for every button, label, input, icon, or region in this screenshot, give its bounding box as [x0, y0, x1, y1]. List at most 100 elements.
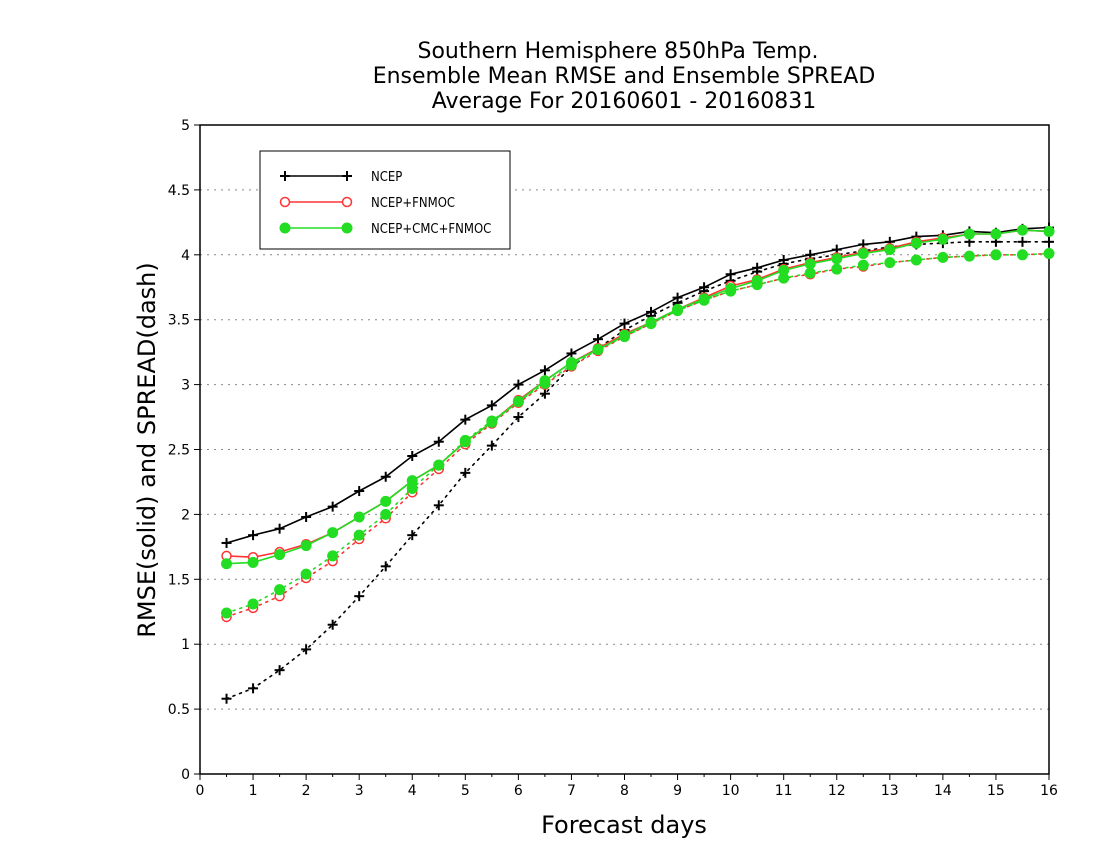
rmse-point [300, 540, 312, 552]
rmse-point [963, 228, 975, 240]
spread-point [990, 249, 1002, 261]
x-tick-label: 15 [987, 783, 1005, 799]
x-tick-label: 3 [355, 783, 364, 799]
rmse-point [619, 318, 630, 329]
legend-entry-ncep: NCEP [280, 170, 402, 185]
legend-label: NCEP+CMC+FNMOC [371, 222, 491, 237]
spread-point [1044, 236, 1054, 247]
spread-point [804, 267, 816, 279]
x-tick-label: 4 [408, 783, 417, 799]
rmse-point [301, 511, 312, 522]
x-tick-label: 10 [722, 783, 740, 799]
y-axis-label: RMSE(solid) and SPREAD(dash) [133, 262, 161, 638]
x-tick-label: 11 [775, 783, 793, 799]
x-tick-label: 7 [567, 783, 576, 799]
rmse-point [619, 329, 630, 341]
legend-label: NCEP+FNMOC [371, 196, 455, 211]
rmse-point [778, 264, 790, 276]
spread-point [539, 388, 550, 399]
spread-point [248, 683, 259, 694]
rmse-point [460, 414, 471, 425]
x-tick-label: 16 [1040, 783, 1058, 799]
rmse-point [327, 527, 339, 539]
y-tick-label: 2 [181, 507, 190, 523]
y-tick-label: 0 [181, 767, 190, 783]
rmse-point [354, 486, 365, 497]
rmse-point [778, 254, 789, 265]
rmse-point [221, 537, 232, 548]
rmse-point [380, 471, 391, 482]
x-axis-label: Forecast days [541, 811, 707, 839]
x-tick-label: 0 [196, 783, 205, 799]
spread-point [327, 550, 339, 562]
x-tick-label: 9 [673, 783, 682, 799]
series-layer [221, 222, 1055, 704]
spread-point [301, 644, 312, 655]
legend-marker-end [341, 196, 353, 208]
rmse-point [459, 436, 471, 448]
rmse-point [804, 258, 816, 270]
legend-marker-end [342, 171, 352, 181]
rmse-point [751, 275, 763, 287]
rmse-line-ncep-fnmoc [226, 229, 1050, 559]
series-ncep-cmc-fnmoc [221, 224, 1055, 619]
spread-point [460, 467, 471, 478]
spread-point [407, 530, 418, 541]
spread-point [274, 584, 286, 596]
spread-point [380, 561, 391, 572]
rmse-point [698, 293, 710, 305]
rmse-point [486, 416, 498, 428]
series-ncep-fnmoc [221, 224, 1055, 623]
spread-point [247, 598, 259, 610]
spread-point [380, 508, 392, 520]
rmse-point [274, 523, 285, 534]
rmse-point [566, 348, 577, 359]
spread-point [910, 254, 922, 266]
chart-title-line-1: Southern Hemisphere 850hPa Temp. [418, 39, 819, 64]
spread-point [1043, 248, 1055, 260]
spread-point [1016, 249, 1028, 261]
rmse-point [1043, 225, 1055, 237]
legend-marker-end [341, 222, 353, 234]
rmse-point [406, 475, 418, 487]
spread-point [831, 263, 843, 275]
rmse-point [433, 459, 445, 471]
spread-point [486, 440, 497, 451]
spread-point [433, 500, 444, 511]
y-tick-label: 5 [181, 118, 190, 134]
rmse-point [327, 501, 338, 512]
x-tick-label: 14 [934, 783, 952, 799]
x-tick-label: 8 [620, 783, 629, 799]
spread-point [884, 257, 896, 269]
y-tick-label: 3 [181, 378, 190, 394]
rmse-point [565, 357, 577, 369]
rmse-point [247, 556, 259, 568]
rmse-point [539, 365, 550, 376]
legend: NCEP NCEP+FNMOC NCEP+CMC+FNMOC [259, 150, 511, 250]
x-tick-label: 5 [461, 783, 470, 799]
legend-marker-start [279, 196, 291, 208]
y-tick-label: 0.5 [168, 702, 190, 718]
legend-marker-start [280, 171, 290, 181]
spread-line-ncep-fnmoc [225, 252, 1050, 618]
x-tick-label: 6 [514, 783, 523, 799]
rmse-point [990, 228, 1002, 240]
rmse-point [1016, 224, 1028, 236]
spread-point [963, 250, 975, 262]
rmse-point [725, 269, 736, 280]
spread-point [221, 607, 233, 619]
y-tick-label: 4 [181, 248, 190, 264]
rmse-point [407, 450, 418, 461]
spread-point [274, 665, 285, 676]
spread-point [221, 693, 232, 704]
y-tick-label: 1 [181, 637, 190, 653]
rmse-point [699, 282, 710, 293]
legend-marker-start [279, 222, 291, 234]
x-tick-label: 12 [828, 783, 846, 799]
rmse-point [539, 375, 551, 387]
spread-line-ncep [225, 241, 1050, 700]
rmse-point [646, 306, 657, 317]
chart-title-line-2: Ensemble Mean RMSE and Ensemble SPREAD [373, 64, 876, 89]
rmse-point [512, 395, 524, 407]
